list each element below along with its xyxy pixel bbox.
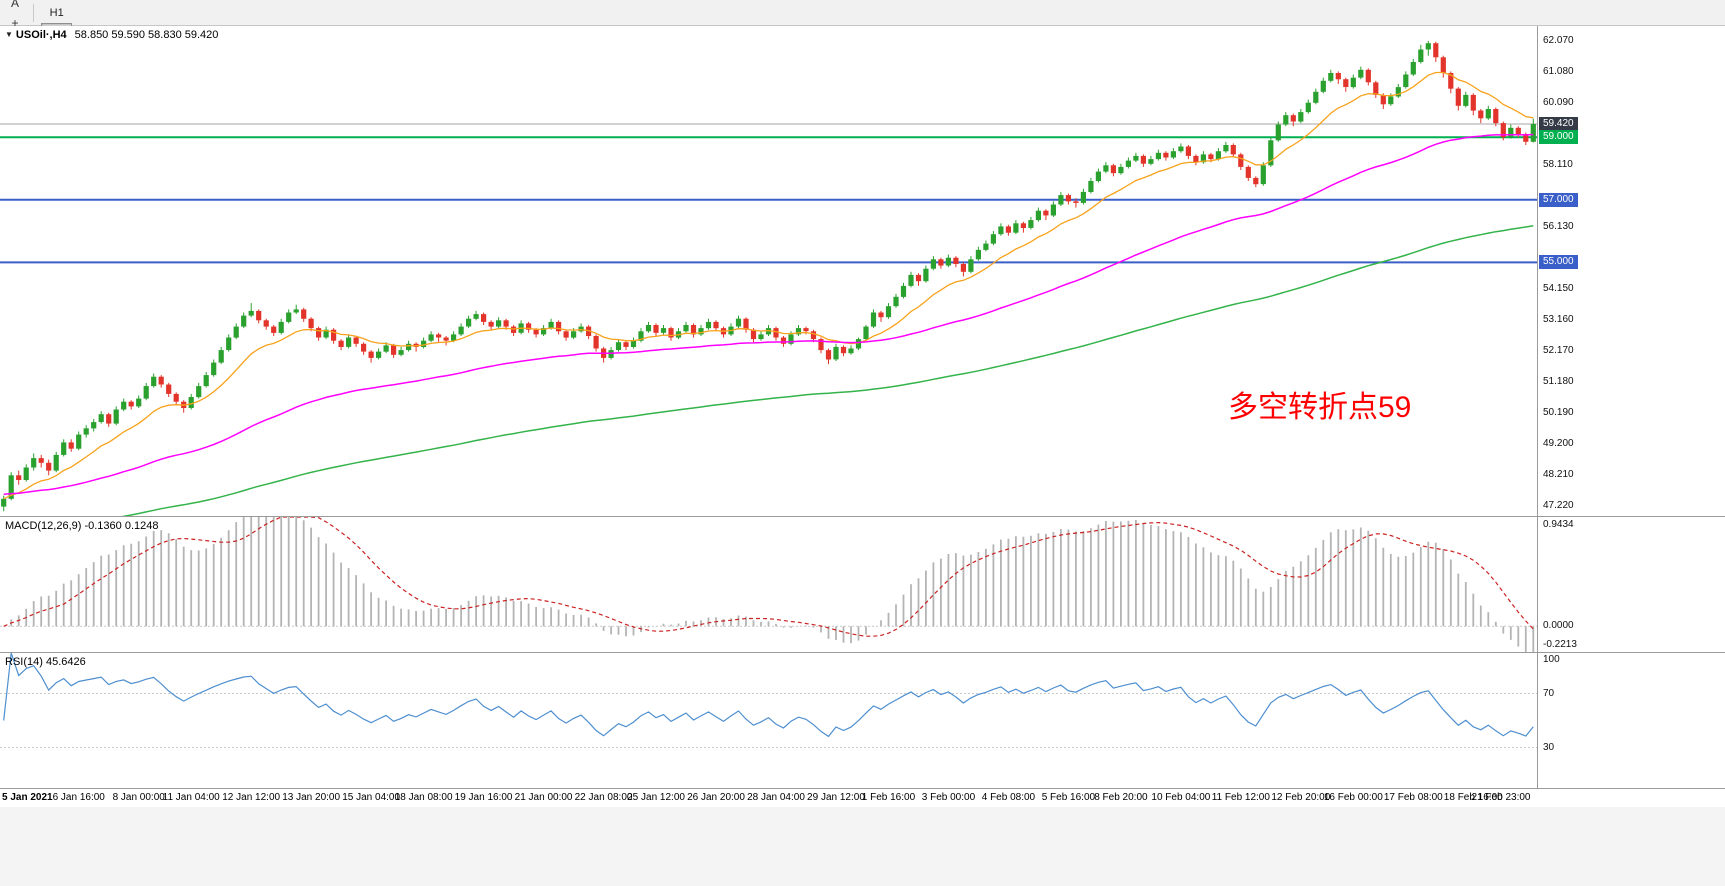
hline-59-label: 59.000: [1539, 130, 1578, 144]
macd-title: MACD(12,26,9) -0.1360 0.1248: [5, 520, 159, 532]
rsi-chart[interactable]: [0, 653, 1537, 788]
price-tick: 51.180: [1543, 376, 1574, 387]
time-axis-label: 8 Jan 00:00: [112, 792, 165, 803]
time-axis-label: 11 Jan 04:00: [162, 792, 220, 803]
time-axis-label: 21 Feb 23:00: [1471, 792, 1531, 803]
macd-chart[interactable]: [0, 517, 1537, 652]
price-tick: 60.090: [1543, 97, 1574, 108]
price-tick: 62.070: [1543, 35, 1574, 46]
timeframe-button-h1[interactable]: H1: [49, 6, 64, 19]
macd-indicator-panel[interactable]: MACD(12,26,9) -0.1360 0.1248 0.9434 0.000…: [0, 517, 1725, 653]
ohlc-values: 58.850 59.590 58.830 59.420: [74, 29, 219, 41]
candlestick-chart[interactable]: [0, 26, 1537, 516]
price-tick: 61.080: [1543, 66, 1574, 77]
hline-57-label: 57.000: [1539, 193, 1578, 207]
time-axis-label: 6 Jan 16:00: [52, 792, 105, 803]
window-background: [0, 807, 1725, 886]
time-axis-label: 4 Feb 08:00: [981, 792, 1036, 803]
price-tick: 56.130: [1543, 221, 1574, 232]
time-axis-label: 28 Jan 04:00: [747, 792, 805, 803]
time-axis-label: 22 Jan 08:00: [574, 792, 633, 803]
hline-55-label: 55.000: [1539, 255, 1578, 269]
rsi-axis: 100 70 30: [1537, 653, 1725, 788]
macd-scale-zero: 0.0000: [1543, 620, 1574, 631]
time-axis-label: 19 Jan 16:00: [454, 792, 513, 803]
time-axis-label: 12 Feb 20:00: [1271, 792, 1331, 803]
price-tick: 50.190: [1543, 407, 1574, 418]
price-tick: 47.220: [1543, 500, 1574, 511]
time-axis-label: 17 Feb 08:00: [1383, 792, 1443, 803]
price-axis[interactable]: 62.070 61.080 60.090 58.110 56.130 54.150 53.1…: [1537, 26, 1725, 516]
time-axis-label: 18 Feb 16:00: [1443, 792, 1503, 803]
time-axis-label: 5 Feb 16:00: [1041, 792, 1096, 803]
rsi-indicator-panel[interactable]: RSI(14) 45.6426 100 70 30: [0, 653, 1725, 789]
time-axis-label: 3 Feb 00:00: [921, 792, 976, 803]
time-axis-label: 25 Jan 12:00: [627, 792, 685, 803]
current-price-label: 59.420: [1539, 117, 1578, 131]
collapse-triangle-icon[interactable]: ▼: [5, 30, 13, 39]
time-axis-label: 11 Feb 12:00: [1211, 792, 1270, 803]
time-axis-label: 8 Feb 20:00: [1094, 792, 1148, 803]
text-label-tool-button[interactable]: A: [10, 0, 19, 10]
time-axis[interactable]: 5 Jan 2021 6 Jan 16:00 8 Jan 00:00 11 Jan 0…: [0, 789, 1725, 807]
rsi-scale-30: 30: [1543, 742, 1555, 753]
rsi-scale-100: 100: [1543, 654, 1560, 665]
time-axis-label: 5 Jan 2021: [2, 792, 53, 803]
toolbar-separator: [33, 3, 34, 22]
price-tick: 52.170: [1543, 345, 1574, 356]
time-axis-label: 29 Jan 12:00: [807, 792, 865, 803]
time-axis-label: 12 Jan 12:00: [222, 792, 281, 803]
time-axis-label: 13 Jan 20:00: [282, 792, 341, 803]
time-axis-label: 1 Feb 16:00: [861, 792, 916, 803]
time-axis-label: 21 Jan 00:00: [514, 792, 573, 803]
crosshair-tool-button[interactable]: +: [11, 15, 19, 30]
price-tick: 49.200: [1543, 438, 1574, 449]
price-tick: 54.150: [1543, 283, 1574, 294]
time-axis-label: 10 Feb 04:00: [1151, 792, 1211, 803]
time-axis-label: 26 Jan 20:00: [687, 792, 745, 803]
macd-axis: 0.9434 0.0000 -0.2213: [1537, 517, 1725, 652]
chart-title: ▼ USOil·,H4 58.850 59.590 58.830 59.420: [5, 29, 218, 41]
rsi-title: RSI(14) 45.6426: [5, 656, 86, 668]
toolbar: ≡A+✎▾ M1M5M15M30H1H4D1W1MN: [0, 0, 1725, 99]
price-tick: 48.210: [1543, 469, 1574, 480]
price-tick: 53.160: [1543, 314, 1574, 325]
macd-scale-max: 0.9434: [1543, 519, 1574, 530]
annotation-text: 多空转折点59: [1228, 391, 1412, 424]
time-axis-label: 18 Jan 08:00: [394, 792, 453, 803]
macd-scale-min: -0.2213: [1543, 639, 1577, 650]
main-chart-panel[interactable]: ▼ USOil·,H4 58.850 59.590 58.830 59.420 多空…: [0, 26, 1725, 517]
time-axis-label: 16 Feb 00:00: [1323, 792, 1383, 803]
rsi-scale-70: 70: [1543, 688, 1555, 699]
time-axis-label: 15 Jan 04:00: [342, 792, 401, 803]
symbol-timeframe-label: USOil·,H4: [15, 29, 67, 41]
price-tick: 58.110: [1543, 159, 1573, 170]
